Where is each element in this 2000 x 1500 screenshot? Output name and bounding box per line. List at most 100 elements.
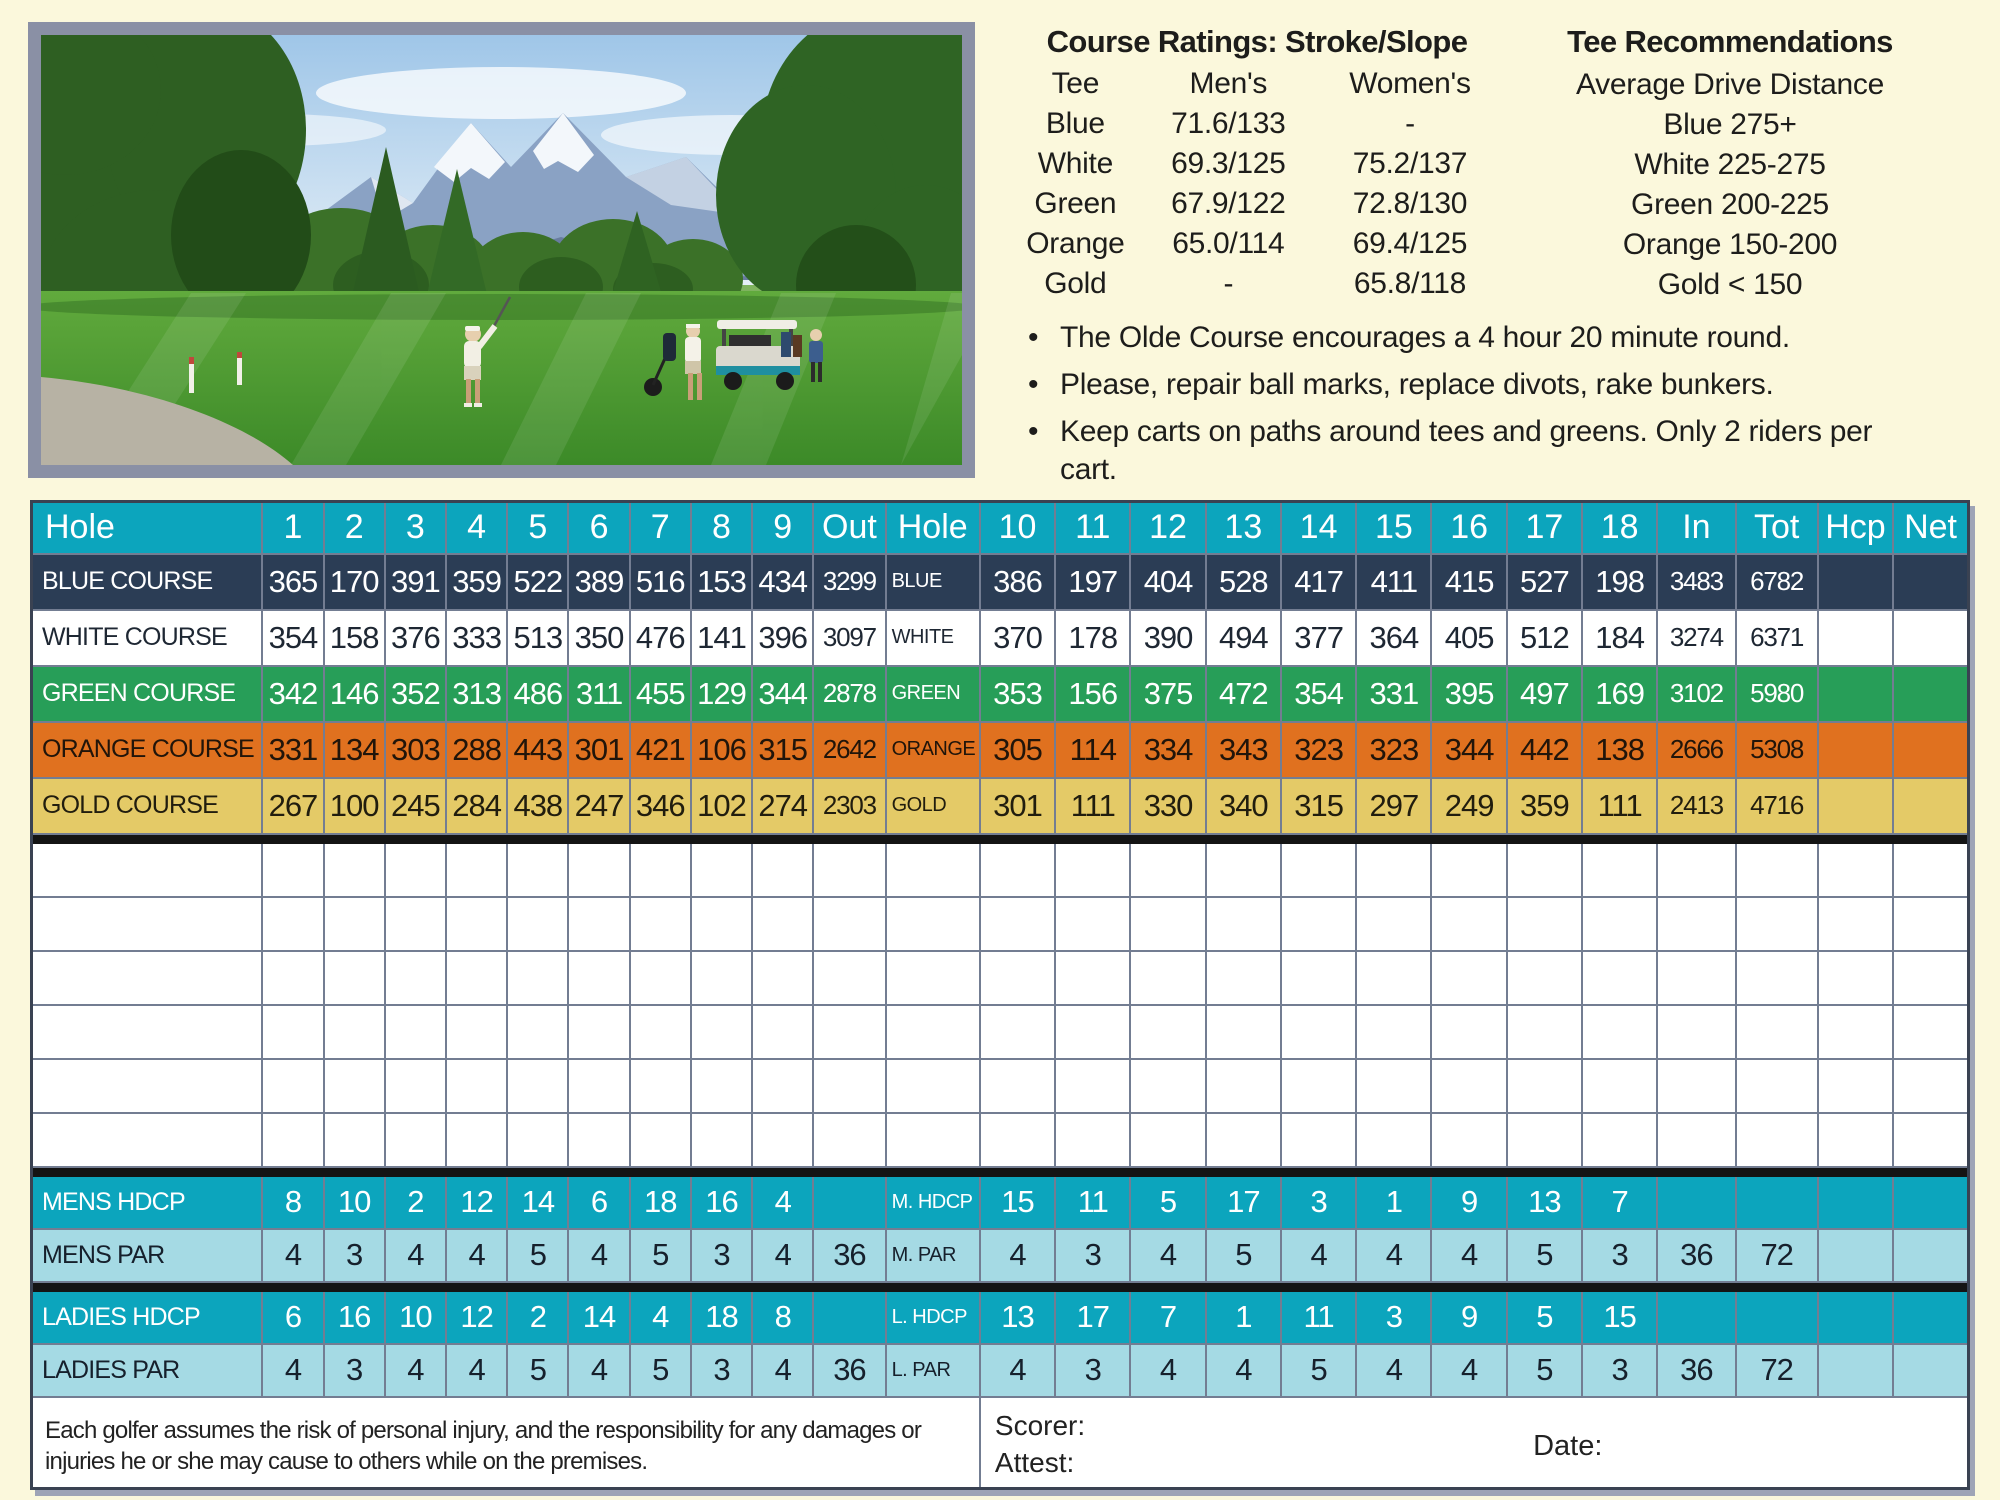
yardage-cell: 476: [628, 608, 692, 667]
blank-score-cell: [567, 895, 631, 952]
blank-score-cell: [30, 1057, 264, 1114]
yardage-cell: 303: [383, 720, 448, 779]
ratings-row: Green 67.9/122 72.8/130: [1018, 184, 1496, 224]
blank-score-cell: [1279, 841, 1358, 898]
blank-score-cell: [1505, 1111, 1584, 1168]
yardage-cell: 404: [1129, 552, 1207, 611]
yardage-cell: 313: [444, 664, 509, 723]
blank-score-cell: [322, 949, 386, 1006]
course-ratings-block: Course Ratings: Stroke/Slope Tee Men's Wom…: [1018, 24, 1496, 305]
in-value: [1656, 1289, 1737, 1345]
yardage-cell: 100: [322, 776, 386, 835]
value-cell: 1: [1355, 1174, 1433, 1230]
blank-score-cell: [1656, 1111, 1737, 1168]
blank-score-cell: [1054, 1057, 1132, 1114]
blank-score-cell: [1581, 1057, 1659, 1114]
in-yardage: 3483: [1656, 552, 1737, 611]
blank-score-cell: [1816, 895, 1895, 952]
yardage-cell: 178: [1054, 608, 1132, 667]
ratings-row: Gold - 65.8/118: [1018, 264, 1496, 304]
row-label: MENS HDCP: [30, 1174, 264, 1230]
hole-header-back: Hole: [884, 500, 981, 555]
blank-score-row: [30, 1111, 1970, 1168]
blank-score-cell: [506, 1003, 570, 1060]
ratings-value: 71.6/133: [1171, 107, 1286, 140]
course-short-name: GOLD: [884, 776, 981, 835]
blank-score-cell: [567, 841, 631, 898]
value-cell: 4: [567, 1227, 631, 1283]
blank-score-cell: [1355, 949, 1433, 1006]
ratings-value: 69.4/125: [1352, 227, 1468, 260]
blank-score-cell: [884, 841, 981, 898]
blank-score-cell: [1129, 949, 1207, 1006]
yardage-cell: 315: [751, 720, 815, 779]
in-yardage: 3102: [1656, 664, 1737, 723]
scorer-label: Scorer:: [994, 1410, 1086, 1442]
net-cell: [1892, 720, 1970, 779]
blank-score-cell: [751, 1057, 815, 1114]
ratings-tee-name: Blue: [1045, 107, 1105, 140]
yardage-cell: 438: [506, 776, 570, 835]
hole-number-header: 8: [689, 500, 754, 555]
blank-score-cell: [628, 1057, 692, 1114]
blank-score-cell: [1892, 949, 1970, 1006]
value-cell: 3: [1054, 1227, 1132, 1283]
course-short-name: BLUE: [884, 552, 981, 611]
yardage-cell: 528: [1204, 552, 1282, 611]
course-name: BLUE COURSE: [30, 552, 264, 611]
blank-score-cell: [812, 841, 887, 898]
blank-score-cell: [1054, 841, 1132, 898]
yardage-cell: 346: [628, 776, 692, 835]
blank-score-row: [30, 895, 1970, 952]
yardage-cell: 146: [322, 664, 386, 723]
hole-number-header: 16: [1430, 500, 1508, 555]
row-short-label: M. HDCP: [884, 1174, 981, 1230]
yardage-cell: 415: [1430, 552, 1508, 611]
disclaimer-text: Each golfer assumes the risk of personal…: [30, 1395, 981, 1490]
value-cell: 3: [689, 1227, 754, 1283]
blank-score-cell: [383, 1003, 448, 1060]
blank-score-cell: [689, 1057, 754, 1114]
blank-score-cell: [628, 841, 692, 898]
yardage-cell: 301: [567, 720, 631, 779]
yardage-cell: 472: [1204, 664, 1282, 723]
yardage-cell: 330: [1129, 776, 1207, 835]
row-label: LADIES PAR: [30, 1342, 264, 1398]
hole-number-header: 11: [1054, 500, 1132, 555]
yardage-cell: 102: [689, 776, 754, 835]
yardage-cell: 138: [1581, 720, 1659, 779]
ratings-row: White 69.3/125 75.2/137: [1018, 144, 1496, 184]
value-cell: 4: [1129, 1342, 1207, 1398]
out-yardage: 2303: [812, 776, 887, 835]
blank-score-cell: [1279, 1003, 1358, 1060]
value-cell: 4: [444, 1342, 509, 1398]
yardage-cell: 156: [1054, 664, 1132, 723]
hole-number-header: 14: [1279, 500, 1358, 555]
in-yardage: 2666: [1656, 720, 1737, 779]
yardage-cell: 114: [1054, 720, 1132, 779]
mens-par-row: MENS PAR 4 3 4 4 5 4 5 3 4 36 M. PAR 4 3 4 5 4 4 4 5 3 36 72: [30, 1227, 1970, 1283]
ratings-tee-name: White: [1037, 147, 1113, 180]
in-value: [1656, 1174, 1737, 1230]
blank-score-cell: [1892, 1111, 1970, 1168]
yardage-cell: 274: [751, 776, 815, 835]
blank-score-cell: [628, 895, 692, 952]
course-notes: The Olde Course encourages a 4 hour 20 m…: [1018, 319, 1964, 489]
value-cell: 5: [1204, 1227, 1282, 1283]
yardage-cell: 249: [1430, 776, 1508, 835]
blank-score-cell: [1054, 1003, 1132, 1060]
course-note: Please, repair ball marks, replace divot…: [1018, 366, 1912, 404]
course-photo-image: [41, 35, 962, 465]
blank-score-cell: [383, 895, 448, 952]
blank-score-cell: [1054, 895, 1132, 952]
separator-row: [30, 832, 1970, 844]
tee-markers: [189, 352, 242, 393]
yardage-cell: 434: [751, 552, 815, 611]
hole-number-header: 17: [1505, 500, 1584, 555]
ratings-value: 72.8/130: [1352, 187, 1468, 220]
value-cell: 4: [751, 1174, 815, 1230]
value-cell: 7: [1581, 1174, 1659, 1230]
net-cell: [1892, 776, 1970, 835]
hole-header-front: Hole: [30, 500, 264, 555]
value-cell: 16: [322, 1289, 386, 1345]
